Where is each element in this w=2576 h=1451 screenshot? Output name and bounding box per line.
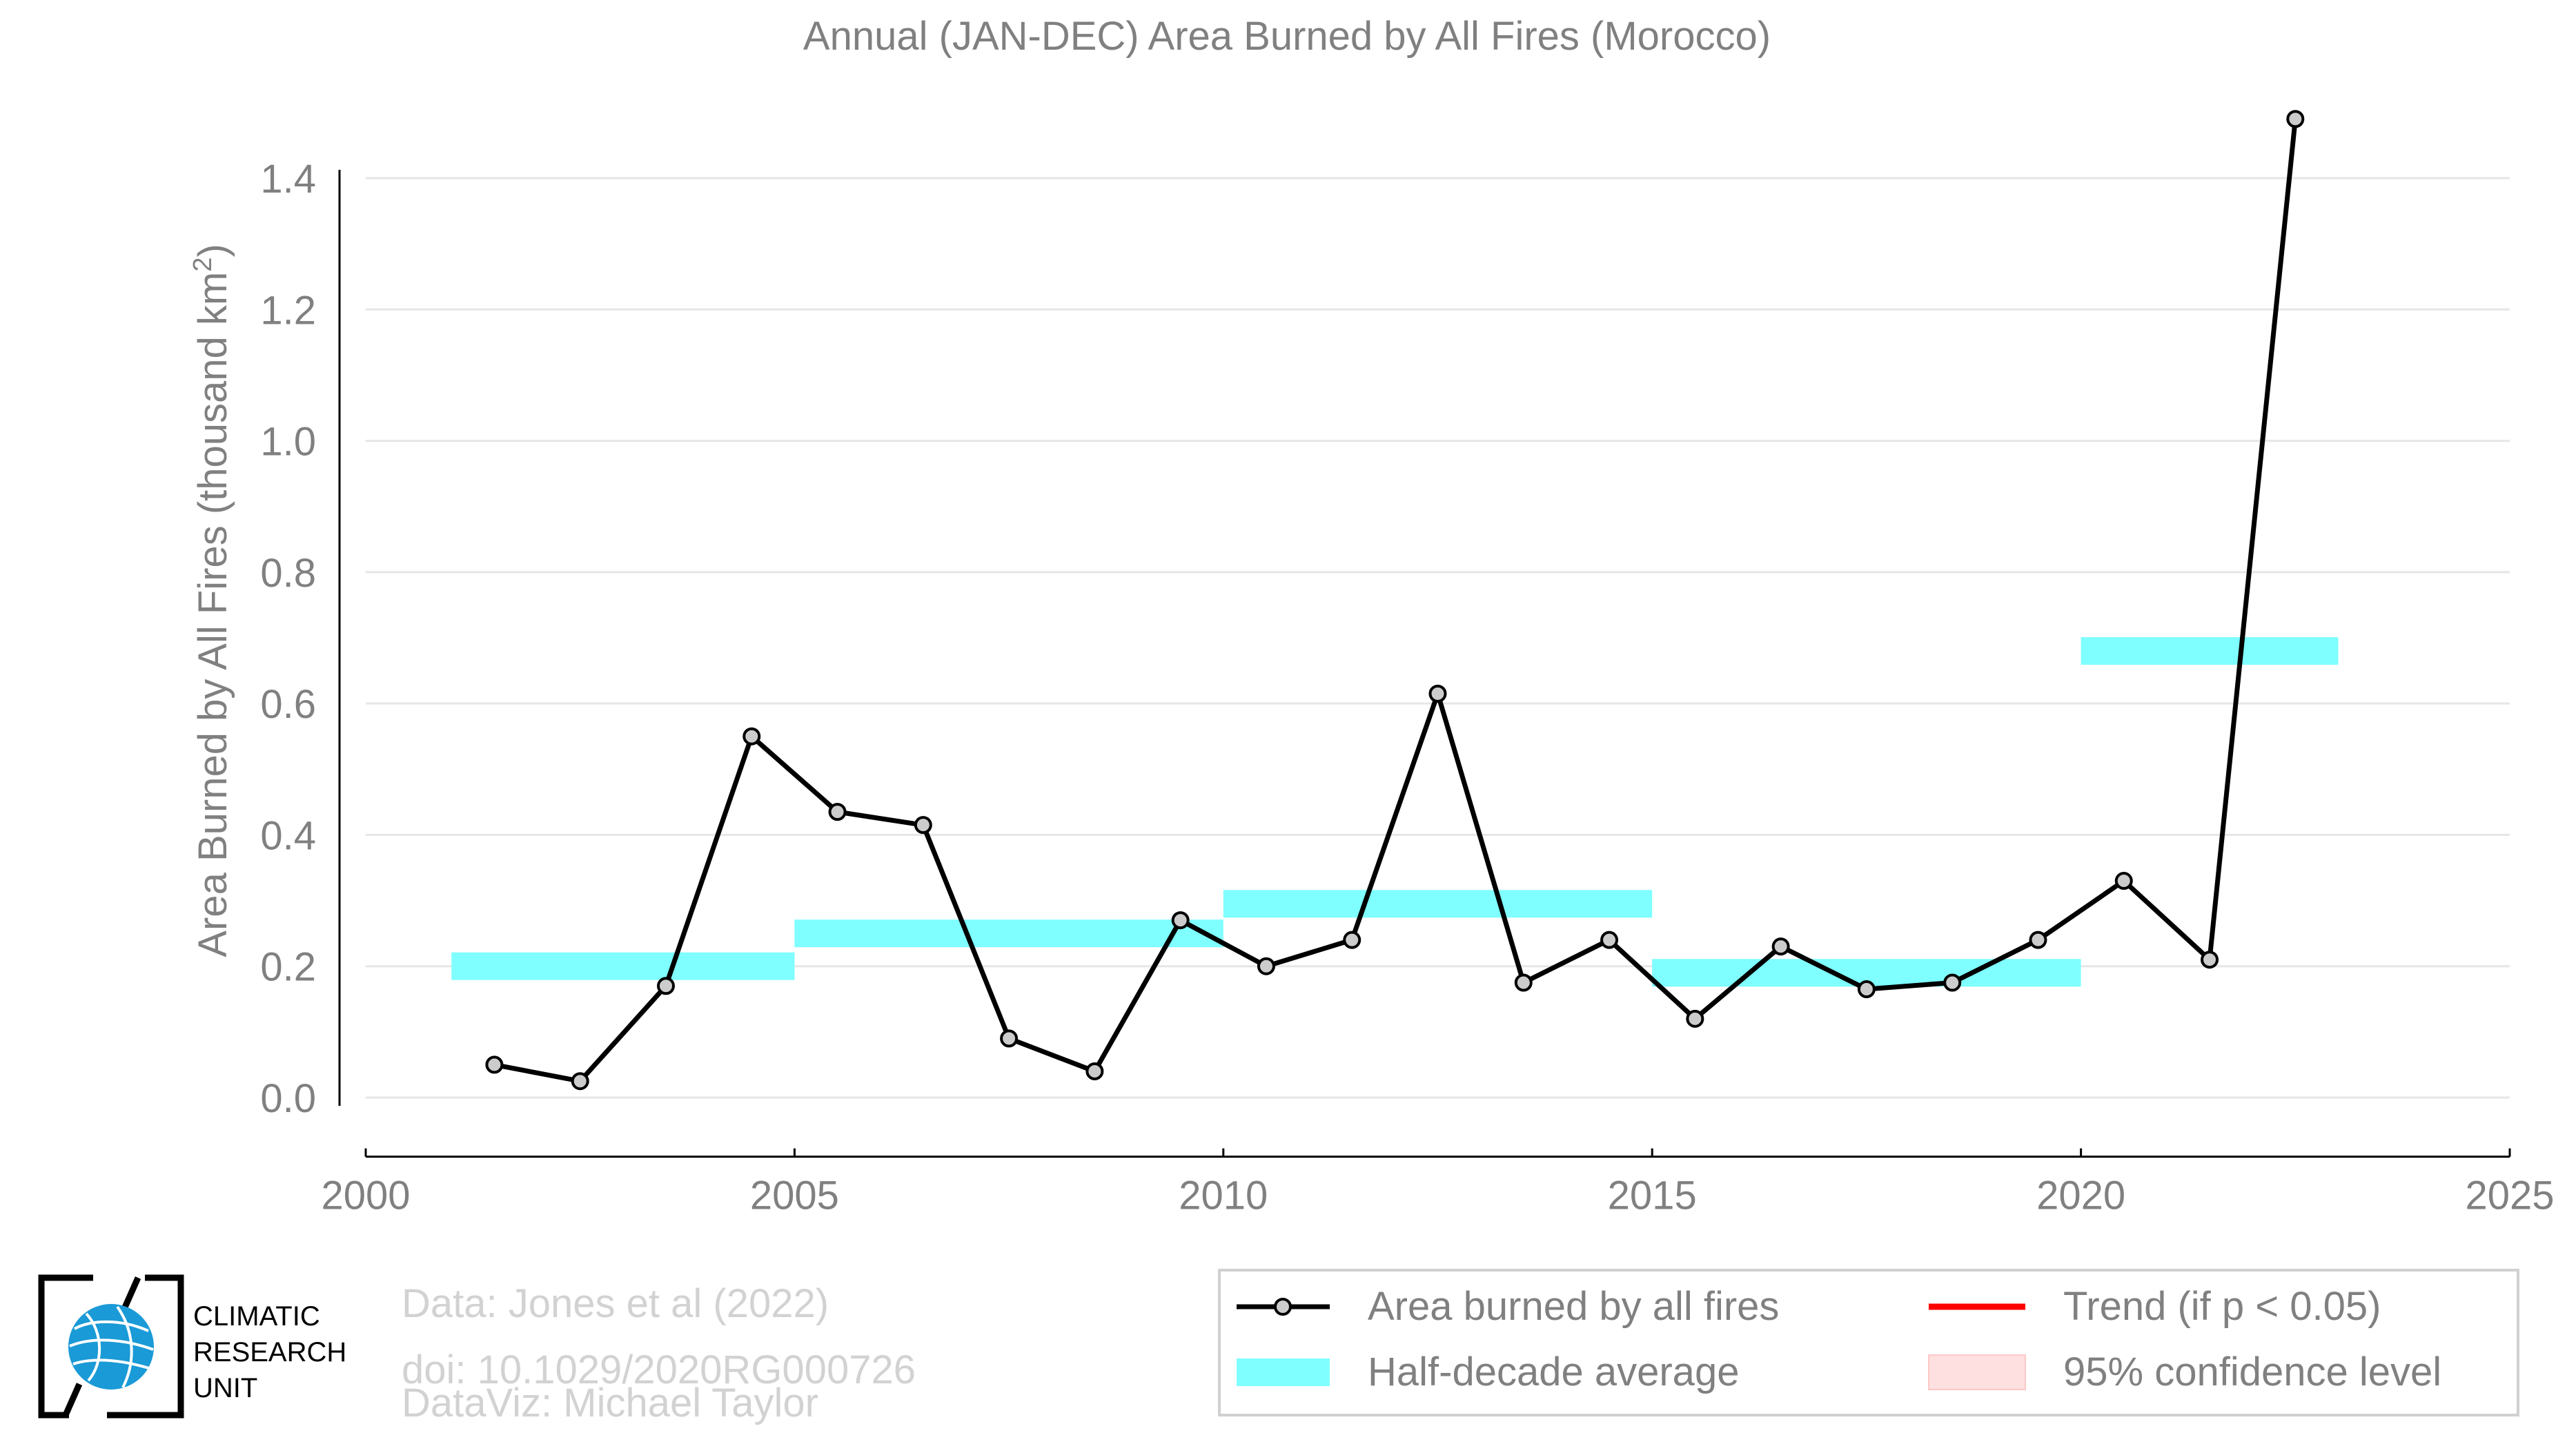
data-point <box>1257 957 1275 975</box>
half-decade-band <box>451 952 795 980</box>
legend-swatch-half-decade <box>1237 1359 1330 1386</box>
legend-label-trend: Trend (if p < 0.05) <box>2063 1284 2381 1329</box>
data-point <box>1600 931 1619 949</box>
y-tick-label: 0.2 <box>260 945 316 990</box>
x-tick-label: 2025 <box>2465 1174 2554 1218</box>
data-point <box>656 977 675 995</box>
credit-dataviz: DataViz: Michael Taylor <box>402 1381 818 1425</box>
data-point <box>828 803 847 821</box>
legend-swatch-confidence <box>1928 1354 2026 1390</box>
data-point <box>1857 980 1876 999</box>
x-tick-label: 2015 <box>1608 1174 1697 1218</box>
globe-icon <box>68 1304 154 1390</box>
y-tick-label: 1.2 <box>260 288 316 333</box>
data-point <box>571 1072 589 1091</box>
y-tick-label: 0.4 <box>260 813 316 858</box>
legend-label-area-burned: Area burned by all fires <box>1368 1284 1779 1329</box>
data-point <box>1428 684 1447 703</box>
y-tick-label: 1.4 <box>260 157 316 202</box>
data-point <box>2114 872 2133 890</box>
logo-slash-bottom <box>62 1383 83 1416</box>
half-decade-band <box>2081 637 2339 665</box>
chart-title: Annual (JAN-DEC) Area Burned by All Fire… <box>803 14 1771 59</box>
x-tick-label: 2000 <box>321 1174 410 1218</box>
y-tick-label: 1.0 <box>260 420 316 465</box>
series-line <box>493 119 2298 1084</box>
data-point <box>1000 1029 1019 1048</box>
logo-text-research: RESEARCH <box>193 1337 346 1367</box>
x-axis: 2000 2005 2010 2015 2020 2025 <box>321 1148 2555 1218</box>
data-point <box>1171 911 1190 930</box>
data-point <box>1085 1062 1104 1080</box>
y-axis-ticks: 0.0 0.2 0.4 0.6 0.8 1.0 1.2 1.4 <box>260 157 341 1121</box>
data-point <box>485 1055 504 1074</box>
data-point <box>1686 1009 1704 1028</box>
logo-slash-top <box>121 1276 141 1310</box>
half-decade-band <box>1223 890 1653 918</box>
data-point <box>1771 937 1790 956</box>
half-decade-band <box>794 919 1223 948</box>
logo-text-unit: UNIT <box>193 1373 257 1403</box>
y-tick-label: 0.6 <box>260 682 316 727</box>
data-point <box>2286 110 2305 128</box>
legend-label-half-decade: Half-decade average <box>1368 1350 1739 1394</box>
logo-bracket-left <box>38 1274 93 1419</box>
data-point <box>1514 973 1533 992</box>
data-point <box>2201 951 2219 969</box>
y-tick-label: 0.0 <box>260 1076 316 1121</box>
x-tick-label: 2005 <box>750 1174 839 1218</box>
legend-label-confidence: 95% confidence level <box>2063 1350 2441 1394</box>
y-axis-label: Area Burned by All Fires (thousand km2) <box>188 244 235 957</box>
logo-bracket-right <box>107 1274 184 1419</box>
data-point <box>2029 931 2047 949</box>
x-tick-label: 2020 <box>2036 1174 2125 1218</box>
data-point <box>1943 973 1962 992</box>
credit-doi: doi: 10.1029/2020RG000726 <box>402 1347 916 1392</box>
x-tick-label: 2010 <box>1179 1174 1268 1218</box>
legend-box <box>1218 1269 2519 1416</box>
credit-data: Data: Jones et al (2022) <box>402 1281 829 1326</box>
area-burned-series <box>485 110 2305 1091</box>
logo-text-climatic: CLIMATIC <box>193 1301 320 1332</box>
legend-marker-area-burned <box>1274 1298 1292 1316</box>
data-point <box>914 816 932 835</box>
legend: Area burned by all fires Trend (if p < 0… <box>1218 1269 2519 1416</box>
cru-logo: CLIMATIC RESEARCH UNIT <box>38 1274 346 1419</box>
data-point <box>743 727 761 746</box>
credits: Data: Jones et al (2022) doi: 10.1029/20… <box>402 1281 916 1425</box>
y-tick-label: 0.8 <box>260 551 316 596</box>
data-point <box>1343 931 1361 949</box>
